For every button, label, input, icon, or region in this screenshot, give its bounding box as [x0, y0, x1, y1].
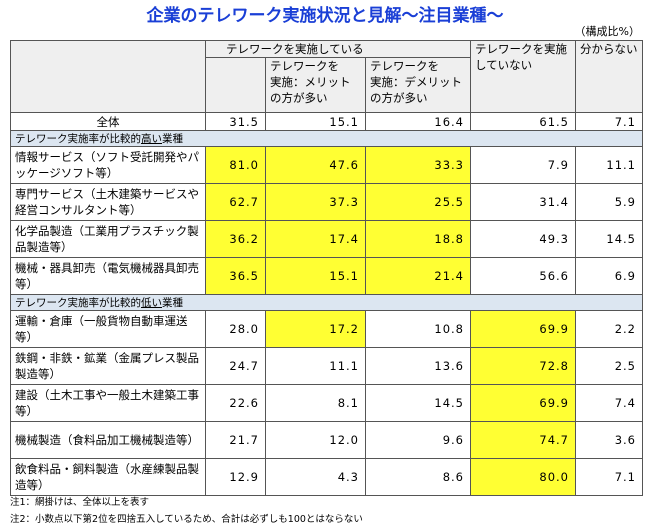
value-cell: 62.7 — [205, 183, 266, 221]
row-label: 全体 — [10, 112, 206, 131]
value-cell: 31.4 — [470, 183, 576, 221]
value-cell: 72.8 — [470, 347, 576, 385]
section-row: テレワーク実施率が比較的高い業種 — [10, 130, 643, 147]
value-cell: 56.6 — [470, 257, 576, 295]
data-row: 機械製造（食料品加工機械製造等） 21.7 12.0 9.6 74.7 3.6 — [10, 421, 643, 459]
value-cell: 49.3 — [470, 220, 576, 258]
value-cell: 18.8 — [365, 220, 471, 258]
value-cell: 6.9 — [575, 257, 643, 295]
note: 注1：網掛けは、全体以上を表す — [10, 497, 150, 508]
section-heading-part: テレワーク実施率が比較的 — [15, 133, 141, 145]
value-cell: 7.1 — [575, 458, 643, 496]
section-heading-part: 業種 — [162, 297, 183, 309]
value-cell: 5.9 — [575, 183, 643, 221]
row-label: 鉄鋼・非鉄・鉱業（金属プレス製品製造等） — [10, 347, 206, 385]
data-row: 建設（土木工事や一般土木建築工事等） 22.6 8.1 14.5 69.9 7.4 — [10, 384, 643, 422]
value-cell: 10.8 — [365, 310, 471, 348]
value-cell: 36.5 — [205, 257, 266, 295]
section-heading-part: 業種 — [162, 133, 183, 145]
unit-note: （構成比%） — [574, 25, 640, 38]
value-cell: 17.4 — [265, 220, 366, 258]
value-cell: 81.0 — [205, 146, 266, 184]
title: 企業のテレワーク実施状況と見解〜注目業種〜 — [146, 6, 504, 26]
section-heading-part: テレワーク実施率が比較的 — [15, 297, 141, 309]
value-cell: 69.9 — [470, 310, 576, 348]
value-cell: 7.9 — [470, 146, 576, 184]
header-cell — [10, 40, 206, 113]
note: 注2：小数点以下第2位を四捨五入しているため、合計は必ずしも100とはならない — [10, 514, 363, 525]
row-label: 化学品製造（工業用プラスチック製品製造等） — [10, 220, 206, 258]
value-cell: 11.1 — [575, 146, 643, 184]
value-cell: 12.0 — [265, 421, 366, 459]
value-cell: 74.7 — [470, 421, 576, 459]
value-cell: 15.1 — [265, 112, 366, 131]
value-cell: 47.6 — [265, 146, 366, 184]
value-cell: 13.6 — [365, 347, 471, 385]
value-cell: 14.5 — [365, 384, 471, 422]
value-cell: 24.7 — [205, 347, 266, 385]
data-row: 化学品製造（工業用プラスチック製品製造等） 36.2 17.4 18.8 49.3 14.… — [10, 220, 643, 258]
value-cell: 36.2 — [205, 220, 266, 258]
header-cell: テレワークを実施している — [205, 40, 471, 58]
row-label: 機械・器具卸売（電気機械器具卸売等） — [10, 257, 206, 295]
row-label: 機械製造（食料品加工機械製造等） — [10, 421, 206, 459]
value-cell: 21.4 — [365, 257, 471, 295]
row-label: 情報サービス（ソフト受託開発やパッケージソフト等） — [10, 146, 206, 184]
section-heading: テレワーク実施率が比較的低い業種 — [10, 294, 643, 311]
value-cell: 21.7 — [205, 421, 266, 459]
value-cell: 7.4 — [575, 384, 643, 422]
value-cell: 4.3 — [265, 458, 366, 496]
header-cell: テレワークを実施 していない — [470, 40, 576, 113]
value-cell: 12.9 — [205, 458, 266, 496]
value-cell: 15.1 — [265, 257, 366, 295]
value-cell: 80.0 — [470, 458, 576, 496]
table-body: テレワークを実施している テレワークを実施 していない 分からない テレワークを… — [10, 40, 643, 496]
table: テレワークを実施している テレワークを実施 していない 分からない テレワークを… — [10, 40, 643, 496]
header-row: テレワークを実施している テレワークを実施 していない 分からない — [10, 40, 643, 113]
section-heading: テレワーク実施率が比較的高い業種 — [10, 130, 643, 147]
header-cell: テレワークを 実施：メリット の方が多い — [265, 57, 366, 113]
data-row: 飲食料品・飼料製造（水産練製品製造等） 12.9 4.3 8.6 80.0 7.1 — [10, 458, 643, 496]
value-cell: 22.6 — [205, 384, 266, 422]
value-cell: 31.5 — [205, 112, 266, 131]
value-cell: 9.6 — [365, 421, 471, 459]
section-row: テレワーク実施率が比較的低い業種 — [10, 294, 643, 311]
data-row: 機械・器具卸売（電気機械器具卸売等） 36.5 15.1 21.4 56.6 6.9 — [10, 257, 643, 295]
row-label: 建設（土木工事や一般土木建築工事等） — [10, 384, 206, 422]
value-cell: 17.2 — [265, 310, 366, 348]
value-cell: 69.9 — [470, 384, 576, 422]
row-label: 専門サービス（土木建築サービスや経営コンサルタント等） — [10, 183, 206, 221]
value-cell: 11.1 — [265, 347, 366, 385]
value-cell: 14.5 — [575, 220, 643, 258]
header-cell: 分からない — [575, 40, 643, 113]
header-cell: テレワークを 実施：デメリット の方が多い — [365, 57, 471, 113]
value-cell: 28.0 — [205, 310, 266, 348]
row-label: 飲食料品・飼料製造（水産練製品製造等） — [10, 458, 206, 496]
row-label: 運輸・倉庫（一般貨物自動車運送等） — [10, 310, 206, 348]
value-cell: 8.1 — [265, 384, 366, 422]
value-cell: 7.1 — [575, 112, 643, 131]
value-cell: 33.3 — [365, 146, 471, 184]
data-row: 情報サービス（ソフト受託開発やパッケージソフト等） 81.0 47.6 33.3 7.9… — [10, 146, 643, 184]
value-cell: 3.6 — [575, 421, 643, 459]
section-heading-part: 高い — [141, 133, 162, 145]
value-cell: 2.5 — [575, 347, 643, 385]
data-row: 専門サービス（土木建築サービスや経営コンサルタント等） 62.7 37.3 25.5 3… — [10, 183, 643, 221]
data-row: 鉄鋼・非鉄・鉱業（金属プレス製品製造等） 24.7 11.1 13.6 72.8 2.5 — [10, 347, 643, 385]
value-cell: 16.4 — [365, 112, 471, 131]
value-cell: 2.2 — [575, 310, 643, 348]
value-cell: 25.5 — [365, 183, 471, 221]
value-cell: 8.6 — [365, 458, 471, 496]
section-heading-part: 低い — [141, 297, 162, 309]
header-row: テレワークを 実施：メリット の方が多い テレワークを 実施：デメリット の方が… — [11, 57, 643, 113]
header-cell — [205, 57, 266, 113]
value-cell: 37.3 — [265, 183, 366, 221]
data-row: 全体 31.5 15.1 16.4 61.5 7.1 — [10, 112, 643, 131]
value-cell: 61.5 — [470, 112, 576, 131]
data-row: 運輸・倉庫（一般貨物自動車運送等） 28.0 17.2 10.8 69.9 2.2 — [10, 310, 643, 348]
